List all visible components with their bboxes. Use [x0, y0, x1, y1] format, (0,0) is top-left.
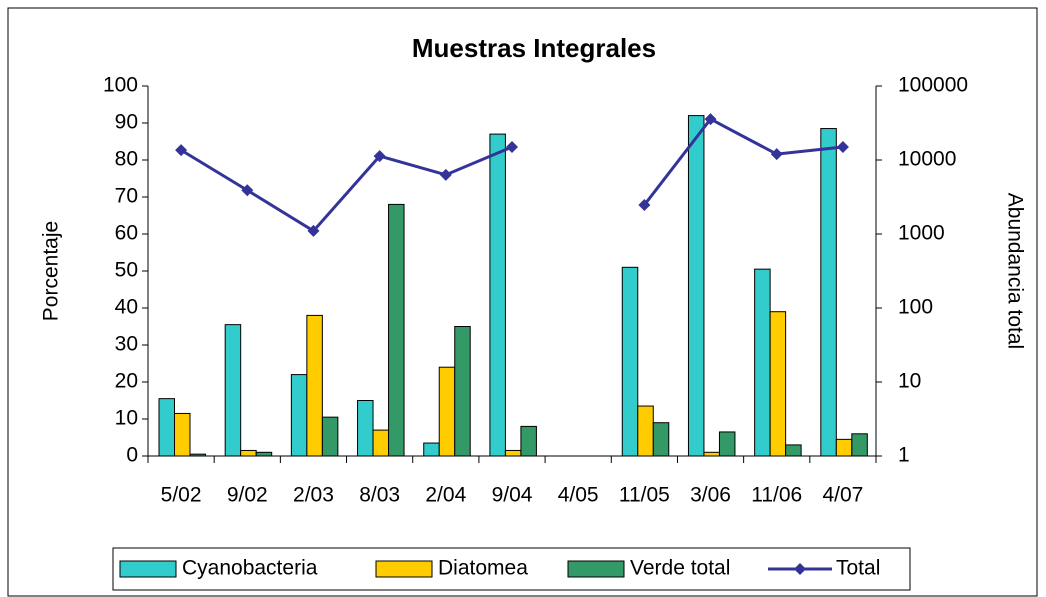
bar — [454, 326, 471, 457]
bar — [504, 449, 522, 457]
bar — [240, 449, 257, 457]
x-tick-label: 11/05 — [619, 484, 670, 507]
line-marker — [439, 168, 452, 181]
bar — [158, 398, 175, 457]
legend-swatch — [567, 560, 625, 578]
line-series — [180, 117, 844, 233]
x-tick-label: 4/07 — [822, 484, 863, 507]
line-marker — [241, 184, 254, 197]
x-tick-label: 5/02 — [161, 484, 202, 507]
x-tick-label: 8/03 — [359, 484, 400, 507]
bar — [851, 433, 868, 457]
bar — [321, 416, 339, 457]
bar — [388, 203, 405, 457]
line-marker — [373, 150, 386, 163]
line-marker — [704, 113, 717, 126]
y2-tick-label: 100000 — [898, 74, 968, 97]
line-marker — [638, 198, 651, 211]
bar — [621, 266, 639, 457]
bar — [754, 268, 771, 457]
y2-tick-label: 10 — [898, 370, 921, 393]
bar — [423, 442, 440, 457]
y-tick-label: 40 — [115, 296, 138, 319]
bar — [703, 451, 720, 457]
x-tick-label: 9/04 — [492, 484, 533, 507]
bar — [255, 451, 273, 457]
y-tick-label: 100 — [103, 74, 138, 97]
bar — [687, 115, 705, 457]
bar — [520, 425, 537, 457]
bar — [718, 431, 736, 457]
line-marker — [175, 144, 188, 157]
line-marker — [307, 224, 320, 237]
bar — [290, 374, 308, 457]
y-tick-label: 30 — [115, 333, 138, 356]
y-tick-label: 80 — [115, 148, 138, 171]
bar — [306, 314, 323, 457]
chart-title: Muestras Integrales — [412, 33, 656, 63]
y2-tick-label: 10000 — [898, 148, 956, 171]
chart-border — [7, 7, 1038, 597]
legend-marker — [794, 563, 806, 575]
y-axis-label: Porcentaje — [40, 221, 63, 321]
legend-label: Total — [836, 557, 880, 580]
x-tick-label: 9/02 — [227, 484, 268, 507]
y-tick-label: 70 — [115, 185, 138, 208]
y2-tick-label: 1 — [898, 444, 910, 467]
y2-tick-label: 100 — [898, 296, 933, 319]
x-tick-label: 2/04 — [425, 484, 466, 507]
y-tick-label: 60 — [115, 222, 138, 245]
bar — [357, 400, 374, 457]
bar — [224, 324, 242, 457]
x-tick-label: 11/06 — [751, 484, 802, 507]
y-tick-label: 10 — [115, 407, 138, 430]
bar — [189, 453, 206, 457]
bar — [372, 429, 390, 457]
y2-axis-label: Abundancia total — [1003, 193, 1026, 349]
bar — [438, 366, 456, 457]
bar — [489, 133, 506, 457]
bar — [652, 422, 670, 457]
bar — [785, 444, 802, 457]
y-tick-label: 50 — [115, 259, 138, 282]
x-tick-label: 3/06 — [690, 484, 731, 507]
legend-label: Verde total — [630, 557, 730, 580]
y-tick-label: 90 — [115, 111, 138, 134]
x-tick-label: 4/05 — [558, 484, 599, 507]
legend-swatch — [119, 560, 177, 578]
legend-label: Diatomea — [438, 557, 528, 580]
bar — [820, 128, 837, 457]
line-marker — [770, 148, 783, 161]
line-marker — [506, 140, 518, 153]
bar — [637, 405, 654, 457]
line-marker — [836, 140, 849, 153]
bar — [174, 412, 191, 457]
legend-swatch — [375, 560, 433, 578]
x-tick-label: 2/03 — [293, 484, 334, 507]
y2-tick-label: 1000 — [898, 222, 945, 245]
bar — [835, 438, 853, 457]
y-tick-label: 0 — [126, 444, 138, 467]
y-tick-label: 20 — [115, 370, 138, 393]
legend-label: Cyanobacteria — [182, 557, 318, 580]
bar — [769, 311, 787, 457]
